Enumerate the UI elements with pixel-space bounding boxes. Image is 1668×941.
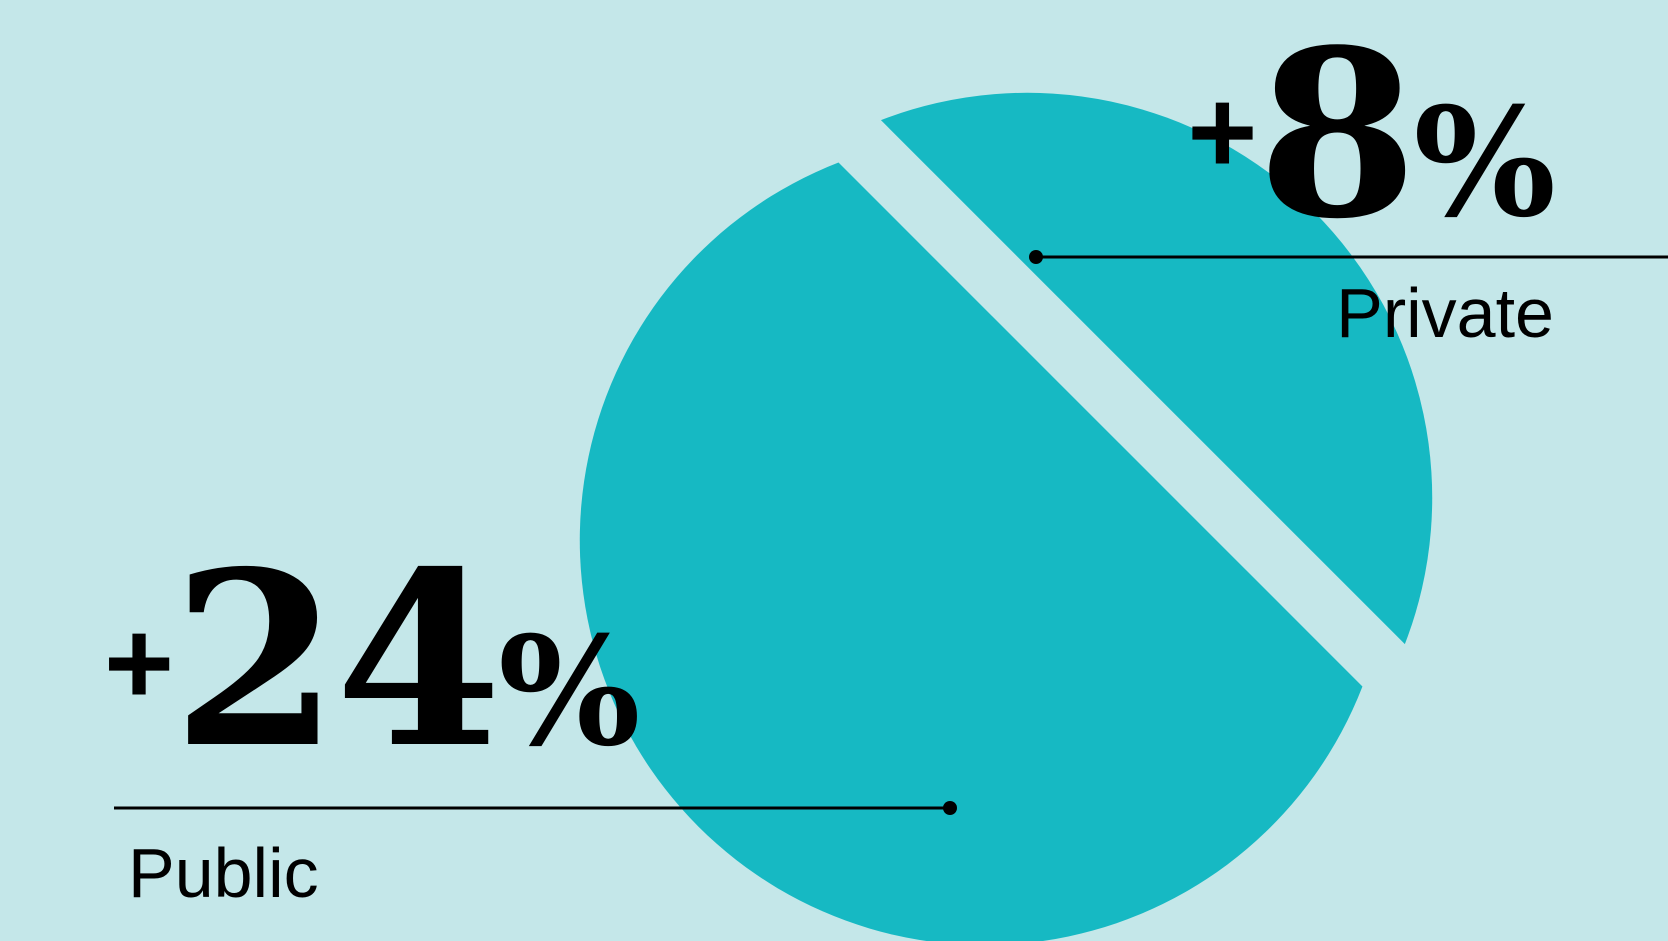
slice-label-private: Private	[1336, 274, 1554, 352]
value-label-private: +8%	[1187, 20, 1556, 251]
leader-dot-public	[943, 801, 957, 815]
pie-slice-private	[880, 92, 1433, 645]
percent-sign: %	[1413, 75, 1556, 251]
plus-sign: +	[104, 596, 174, 730]
value-label-public: +24%	[104, 540, 641, 780]
plus-sign: +	[1187, 65, 1257, 199]
value-number-public: 24	[172, 519, 502, 801]
leader-dot-private	[1029, 250, 1043, 264]
percent-sign: %	[498, 604, 641, 780]
pie-slice-public	[579, 162, 1363, 941]
slice-label-public: Public	[128, 834, 319, 912]
value-number-private: 8	[1257, 0, 1417, 270]
